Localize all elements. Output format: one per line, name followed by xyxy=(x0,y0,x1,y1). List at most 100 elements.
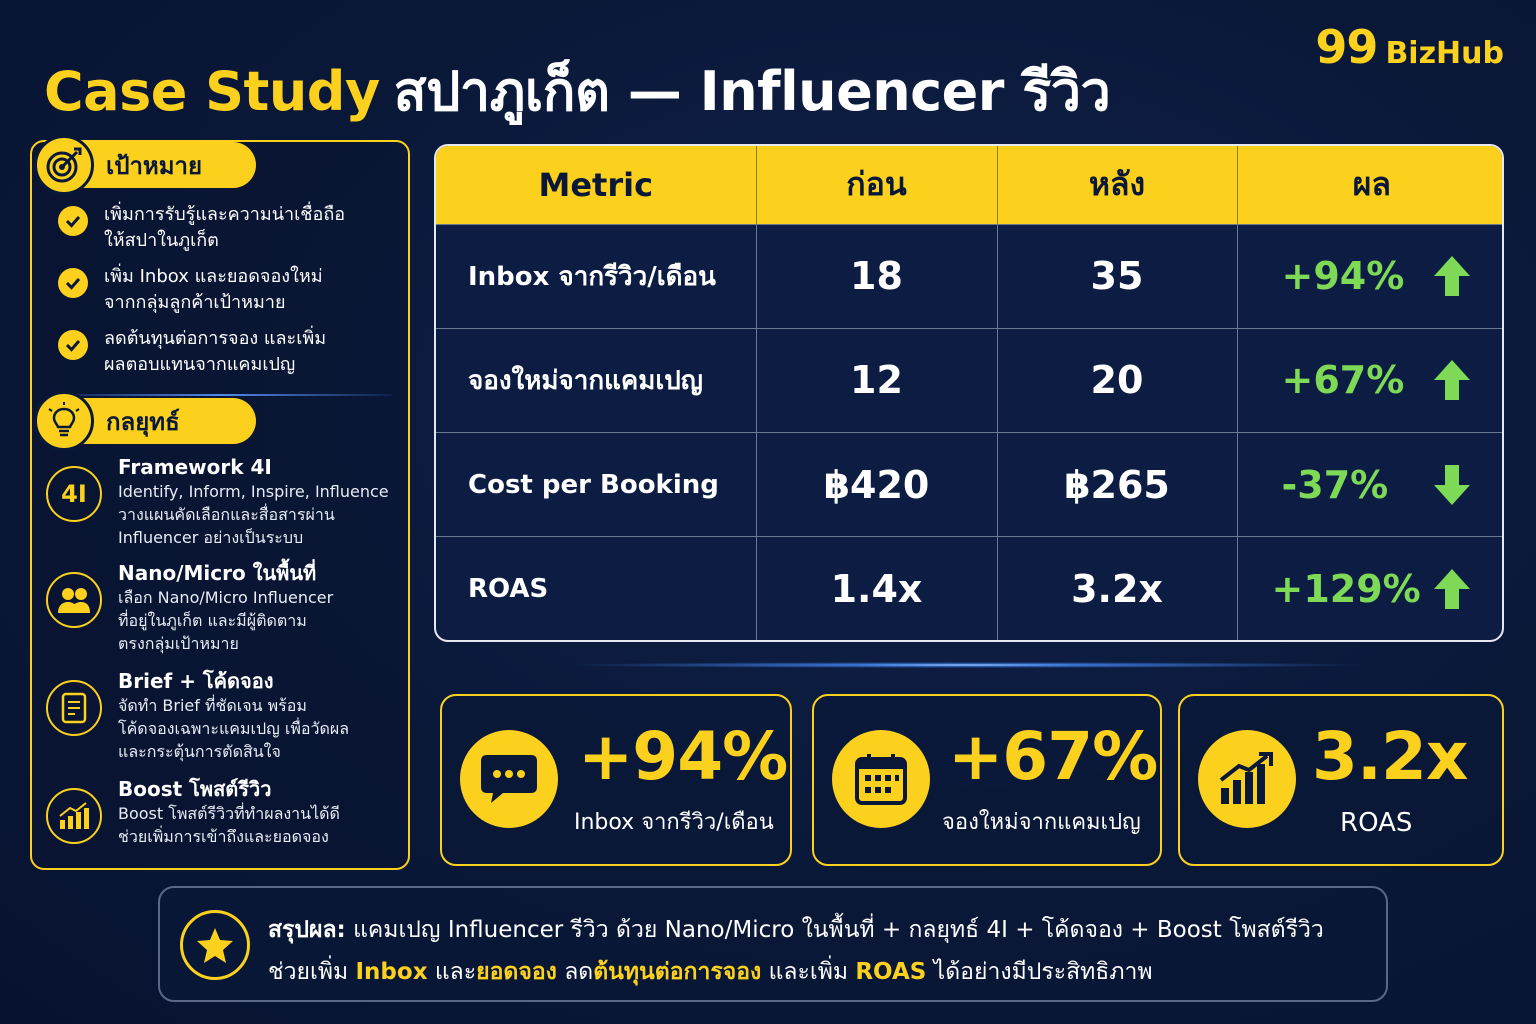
result-cell: +129% xyxy=(1237,536,1502,640)
strategy-desc: จัดทำ Brief ที่ชัดเจน พร้อม xyxy=(118,696,307,715)
result-value: +94% xyxy=(1281,254,1405,299)
target-icon xyxy=(34,135,94,195)
logo-brand: BizHub xyxy=(1385,36,1504,71)
before-value: 12 xyxy=(756,327,998,433)
kpi-label: Inbox จากรีวิว/เดือน xyxy=(574,810,774,835)
logo-number: 99 xyxy=(1315,20,1378,74)
strategy-item: Boost โพสต์รีวิว Boost โพสต์รีวิวที่ทำผล… xyxy=(46,776,400,848)
page-title: Case Study สปาภูเก็ต — Influencer รีวิว xyxy=(44,48,1111,134)
result-value: -37% xyxy=(1281,462,1389,507)
goal-text-line: เพิ่ม Inbox และยอดจองใหม่ xyxy=(104,266,323,287)
after-value: 3.2x xyxy=(997,536,1238,640)
kpi-label: จองใหม่จากแคมเปญ xyxy=(942,810,1141,835)
after-value: ฿265 xyxy=(997,432,1238,537)
kpi-card-bookings: +67% จองใหม่จากแคมเปญ xyxy=(812,694,1162,866)
strategy-item: Nano/Micro ในพื้นที่ เลือก Nano/Micro In… xyxy=(46,560,400,655)
kpi-value: +94% xyxy=(578,718,788,795)
metrics-table: Metric ก่อน หลัง ผล Inbox จากรีวิว/เดือน… xyxy=(434,144,1504,642)
goal-text-line: ผลตอบแทนจากแคมเปญ xyxy=(104,354,296,375)
goals-label: เป้าหมาย xyxy=(106,151,203,180)
after-value: 35 xyxy=(997,223,1238,329)
result-cell: -37% xyxy=(1237,432,1502,537)
kpi-card-inbox: +94% Inbox จากรีวิว/เดือน xyxy=(440,694,792,866)
growth-chart-icon xyxy=(46,788,102,844)
header-after: หลัง xyxy=(997,146,1238,224)
check-icon xyxy=(58,330,88,360)
strategy-desc: วางแผนคัดเลือกและสื่อสารผ่าน xyxy=(118,505,335,524)
summary-highlight: Inbox xyxy=(355,959,428,985)
kpi-value: +67% xyxy=(948,718,1158,795)
summary-line-2: ช่วยเพิ่ม Inbox และยอดจอง ลดต้นทุนต่อการ… xyxy=(268,954,1153,990)
metric-name: Cost per Booking xyxy=(436,432,757,537)
table-row: จองใหม่จากแคมเปญ 12 20 +67% xyxy=(436,327,1502,433)
glow-divider xyxy=(560,662,1370,668)
kpi-value: 3.2x xyxy=(1312,718,1468,795)
metric-name: ROAS xyxy=(436,536,757,640)
strategy-title: Nano/Micro ในพื้นที่ xyxy=(118,561,317,585)
calendar-icon xyxy=(832,730,930,828)
summary-text: ช่วยเพิ่ม xyxy=(268,959,349,985)
summary-box: สรุปผล: แคมเปญ Influencer รีวิว ด้วย Nan… xyxy=(158,886,1388,1002)
lightbulb-icon xyxy=(34,391,94,451)
kpi-label: ROAS xyxy=(1340,808,1413,838)
goal-item: เพิ่มการรับรู้และความน่าเชื่อถือ ให้สปาใน… xyxy=(58,202,398,254)
header-result: ผล xyxy=(1237,146,1502,224)
title-rest: สปาภูเก็ต — Influencer รีวิว xyxy=(393,60,1111,123)
goals-section-header: เป้าหมาย xyxy=(34,135,256,195)
table-header-row: Metric ก่อน หลัง ผล xyxy=(436,146,1502,224)
framework-4i-icon: 4I xyxy=(46,466,102,522)
summary-highlight: ROAS xyxy=(855,959,927,985)
strategy-section-header: กลยุทธ์ xyxy=(34,391,256,451)
check-icon xyxy=(58,268,88,298)
strategy-title: Brief + โค้ดจอง xyxy=(118,669,274,693)
header-before: ก่อน xyxy=(756,146,998,224)
goal-item: เพิ่ม Inbox และยอดจองใหม่จากกลุ่มลูกค้าเ… xyxy=(58,264,398,316)
strategy-item: Brief + โค้ดจอง จัดทำ Brief ที่ชัดเจน พร… xyxy=(46,668,400,763)
metric-name: จองใหม่จากแคมเปญ xyxy=(436,327,757,433)
growth-chart-icon xyxy=(1198,730,1296,828)
strategy-desc: Influencer อย่างเป็นระบบ xyxy=(118,528,304,547)
divider xyxy=(52,394,392,396)
result-cell: +94% xyxy=(1237,223,1502,329)
summary-text: ลด xyxy=(564,959,594,985)
summary-highlight: ต้นทุนต่อการจอง xyxy=(593,959,762,985)
strategy-desc: ช่วยเพิ่มการเข้าถึงและยอดจอง xyxy=(118,827,329,846)
strategy-desc: ที่อยู่ในภูเก็ต และมีผู้ติดตาม xyxy=(118,611,307,630)
strategy-desc: เลือก Nano/Micro Influencer xyxy=(118,588,334,607)
arrow-up-icon xyxy=(1434,256,1470,297)
goal-item: ลดต้นทุนต่อการจอง และเพิ่ม ผลตอบแทนจากแคม… xyxy=(58,326,398,378)
arrow-up-icon xyxy=(1434,568,1470,609)
summary-line-1: สรุปผล: แคมเปญ Influencer รีวิว ด้วย Nan… xyxy=(268,912,1324,948)
table-row: ROAS 1.4x 3.2x +129% xyxy=(436,536,1502,640)
summary-text: แคมเปญ Influencer รีวิว ด้วย Nano/Micro … xyxy=(353,917,1324,943)
strategy-label: กลยุทธ์ xyxy=(106,407,180,436)
left-panel: เป้าหมาย เพิ่มการรับรู้และความน่าเชื่อถื… xyxy=(30,135,410,870)
table-row: Cost per Booking ฿420 ฿265 -37% xyxy=(436,432,1502,537)
arrow-up-icon xyxy=(1434,360,1470,401)
check-icon xyxy=(58,206,88,236)
strategy-title: Framework 4I xyxy=(118,455,272,479)
summary-text: และ xyxy=(434,959,477,985)
chat-bubble-icon xyxy=(460,730,558,828)
header-metric: Metric xyxy=(436,146,757,224)
summary-text: ได้อย่างมีประสิทธิภาพ xyxy=(933,959,1153,985)
title-highlight: Case Study xyxy=(44,60,380,123)
strategy-desc: ตรงกลุ่มเป้าหมาย xyxy=(118,634,239,653)
summary-highlight: ยอดจอง xyxy=(476,959,557,985)
arrow-down-icon xyxy=(1434,464,1470,505)
strategy-desc: Boost โพสต์รีวิวที่ทำผลงานได้ดี xyxy=(118,804,340,823)
before-value: 18 xyxy=(756,223,998,329)
star-icon xyxy=(180,910,250,980)
table-row: Inbox จากรีวิว/เดือน 18 35 +94% xyxy=(436,223,1502,329)
after-value: 20 xyxy=(997,327,1238,433)
strategy-desc: โค้ดจองเฉพาะแคมเปญ เพื่อวัดผล xyxy=(118,719,350,738)
result-cell: +67% xyxy=(1237,327,1502,433)
result-value: +67% xyxy=(1281,358,1405,403)
strategy-desc: และกระตุ้นการตัดสินใจ xyxy=(118,742,281,761)
goal-text-line: เพิ่มการรับรู้และความน่าเชื่อถือ xyxy=(104,204,346,225)
before-value: ฿420 xyxy=(756,432,998,537)
goal-text-line: จากกลุ่มลูกค้าเป้าหมาย xyxy=(104,292,286,313)
strategy-item: 4I Framework 4I Identify, Inform, Inspir… xyxy=(46,454,400,549)
summary-text: และเพิ่ม xyxy=(768,959,849,985)
result-value: +129% xyxy=(1271,566,1421,611)
